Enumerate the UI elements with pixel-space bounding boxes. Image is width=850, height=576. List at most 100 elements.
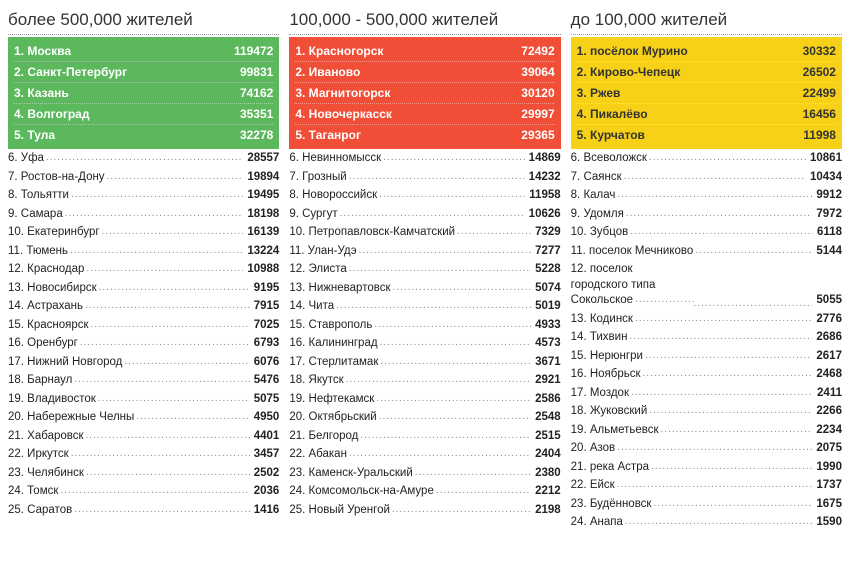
list-row: 7. Ростов-на-Дону19894: [8, 168, 279, 187]
city-value: 5019: [531, 299, 561, 315]
city-name: 19. Нефтекамск: [289, 392, 531, 408]
city-name: 20. Октябрьский: [289, 410, 531, 426]
list-row: 14. Тихвин2686: [571, 328, 842, 347]
ranking-columns: более 500,000 жителей1. Москва1194722. С…: [8, 8, 842, 532]
column-title: до 100,000 жителей: [571, 8, 842, 35]
city-name: 21. Хабаровск: [8, 429, 250, 445]
city-name: 13. Кодинск: [571, 312, 813, 328]
city-value: 72492: [521, 44, 554, 58]
list-row: 24. Анапа1590: [571, 513, 842, 532]
list-row: 21. Белгород2515: [289, 427, 560, 446]
city-name: 3. Казань: [14, 86, 69, 100]
city-value: 2502: [250, 466, 280, 482]
city-value: 2468: [812, 367, 842, 383]
list-row: 13. Новосибирск9195: [8, 279, 279, 298]
city-value: 5055: [812, 293, 842, 309]
city-name: 3. Ржев: [577, 86, 621, 100]
city-name: 8. Тольятти: [8, 188, 243, 204]
city-value: 29997: [521, 107, 554, 121]
city-value: 5144: [812, 244, 842, 260]
list-row: 19. Альметьевск2234: [571, 421, 842, 440]
city-name: 23. Будённовск: [571, 497, 813, 513]
city-name: 7. Грозный: [289, 170, 524, 186]
city-value: 19495: [243, 188, 279, 204]
rest-block: 6. Всеволожск108617. Саянск104348. Калач…: [571, 149, 842, 532]
city-value: 5476: [250, 373, 280, 389]
city-value: 3457: [250, 447, 280, 463]
top5-row: 5. Таганрог29365: [295, 124, 554, 145]
city-value: 7025: [250, 318, 280, 334]
city-value: 7277: [531, 244, 561, 260]
city-name: 17. Стерлитамак: [289, 355, 531, 371]
city-name: 25. Новый Уренгой: [289, 503, 531, 519]
city-value: 119472: [234, 44, 273, 58]
top5-row: 2. Кирово-Чепецк26502: [577, 61, 836, 82]
city-name: 14. Астрахань: [8, 299, 250, 315]
city-name: 23. Челябинск: [8, 466, 250, 482]
city-value: 14869: [525, 151, 561, 167]
list-row: 24. Комсомольск-на-Амуре2212: [289, 482, 560, 501]
city-value: 2617: [812, 349, 842, 365]
list-row: 21. Хабаровск4401: [8, 427, 279, 446]
city-value: 5074: [531, 281, 561, 297]
city-name: 22. Ейск: [571, 478, 813, 494]
city-name: 18. Барнаул: [8, 373, 250, 389]
city-value: 10861: [806, 151, 842, 167]
city-value: 22499: [803, 86, 836, 100]
city-value: 99831: [240, 65, 273, 79]
list-row: 17. Стерлитамак3671: [289, 353, 560, 372]
list-row: 7. Саянск10434: [571, 168, 842, 187]
city-name: 1. Москва: [14, 44, 71, 58]
list-row: 22. Иркутск3457: [8, 445, 279, 464]
ranking-column: 100,000 - 500,000 жителей1. Красногорск7…: [289, 8, 560, 532]
top5-row: 1. Красногорск72492: [295, 41, 554, 61]
city-name: 6. Всеволожск: [571, 151, 806, 167]
city-name: 10. Екатеринбург: [8, 225, 243, 241]
city-name: 3. Магнитогорск: [295, 86, 390, 100]
city-name: 16. Калининград: [289, 336, 531, 352]
city-value: 14232: [525, 170, 561, 186]
city-name: 13. Новосибирск: [8, 281, 250, 297]
city-name: 14. Чита: [289, 299, 531, 315]
list-row: 22. Ейск1737: [571, 476, 842, 495]
list-row: 9. Самара18198: [8, 205, 279, 224]
city-value: 30120: [521, 86, 554, 100]
list-row: 6. Невинномысск14869: [289, 149, 560, 168]
list-row: 15. Красноярск7025: [8, 316, 279, 335]
list-row: 12. поселок городского типа Сокольское50…: [571, 260, 842, 310]
top5-block: 1. посёлок Мурино303322. Кирово-Чепецк26…: [571, 37, 842, 149]
city-value: 2586: [531, 392, 561, 408]
top5-row: 4. Пикалёво16456: [577, 103, 836, 124]
city-value: 1990: [812, 460, 842, 476]
city-value: 11998: [803, 128, 836, 142]
city-value: 3671: [531, 355, 561, 371]
city-value: 2411: [813, 386, 842, 402]
list-row: 20. Азов2075: [571, 439, 842, 458]
city-name: 17. Нижний Новгород: [8, 355, 250, 371]
city-name: 20. Азов: [571, 441, 813, 457]
list-row: 11. Тюмень13224: [8, 242, 279, 261]
city-name: 6. Уфа: [8, 151, 243, 167]
list-row: 13. Кодинск2776: [571, 310, 842, 329]
city-name: 17. Моздок: [571, 386, 813, 402]
city-value: 39064: [521, 65, 554, 79]
rest-block: 6. Невинномысск148697. Грозный142328. Но…: [289, 149, 560, 519]
top5-row: 3. Магнитогорск 30120: [295, 82, 554, 103]
list-row: 25. Саратов1416: [8, 501, 279, 520]
list-row: 17. Нижний Новгород6076: [8, 353, 279, 372]
city-value: 1737: [812, 478, 842, 494]
city-name: 22. Абакан: [289, 447, 531, 463]
city-value: 10988: [243, 262, 279, 278]
city-name: 22. Иркутск: [8, 447, 250, 463]
city-value: 2198: [531, 503, 561, 519]
city-value: 74162: [240, 86, 273, 100]
list-row: 10. Екатеринбург16139: [8, 223, 279, 242]
top5-block: 1. Москва1194722. Санкт-Петербург998313.…: [8, 37, 279, 149]
list-row: 12. Элиста5228: [289, 260, 560, 279]
city-name: 15. Нерюнгри: [571, 349, 813, 365]
city-value: 7915: [250, 299, 280, 315]
list-row: 7. Грозный14232: [289, 168, 560, 187]
city-value: 2404: [531, 447, 561, 463]
city-name: 7. Саянск: [571, 170, 806, 186]
top5-row: 1. Москва 119472: [14, 41, 273, 61]
